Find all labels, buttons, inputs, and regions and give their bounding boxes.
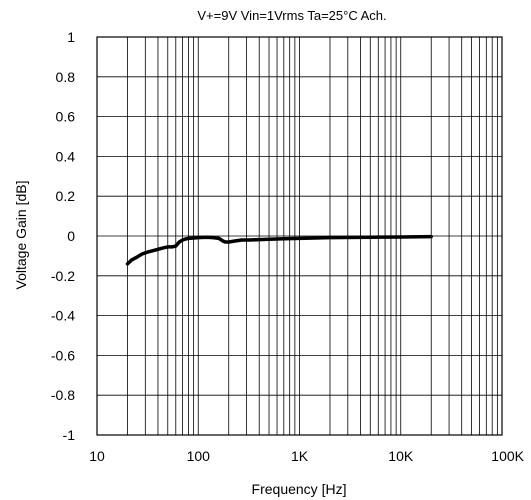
- chart-title: V+=9V Vin=1Vrms Ta=25°C Ach.: [197, 8, 386, 23]
- y-tick-label: 0.8: [56, 69, 76, 85]
- x-tick-label: 100K: [491, 448, 524, 464]
- x-tick-label: 100: [187, 448, 211, 464]
- series-group: [125, 234, 433, 266]
- grid: [97, 37, 502, 435]
- y-axis-label: Voltage Gain [dB]: [13, 181, 29, 290]
- y-tick-label: -1: [63, 427, 76, 443]
- x-tick-labels: 10 100 1K 10K 100K: [89, 448, 524, 464]
- x-axis-label: Frequency [Hz]: [252, 481, 347, 497]
- y-tick-label: 0.2: [56, 188, 76, 204]
- y-tick-label: 0.4: [56, 148, 76, 164]
- y-tick-label: -0.2: [51, 268, 75, 284]
- y-tick-label: 1: [67, 29, 75, 45]
- x-tick-label: 1K: [291, 448, 309, 464]
- y-tick-label: -0.4: [51, 308, 75, 324]
- x-tick-label: 10: [89, 448, 105, 464]
- y-tick-labels: 1 0.8 0.6 0.4 0.2 0 -0.2 -0.4 -0.6 -0.8 -1: [51, 29, 75, 443]
- y-tick-label: -0.6: [51, 347, 75, 363]
- y-tick-label: 0.6: [56, 109, 76, 125]
- y-tick-label: -0.8: [51, 387, 75, 403]
- y-tick-label: 0: [67, 228, 75, 244]
- series-line: [125, 234, 433, 266]
- x-tick-label: 10K: [388, 448, 414, 464]
- plot-area-frame: [96, 36, 503, 436]
